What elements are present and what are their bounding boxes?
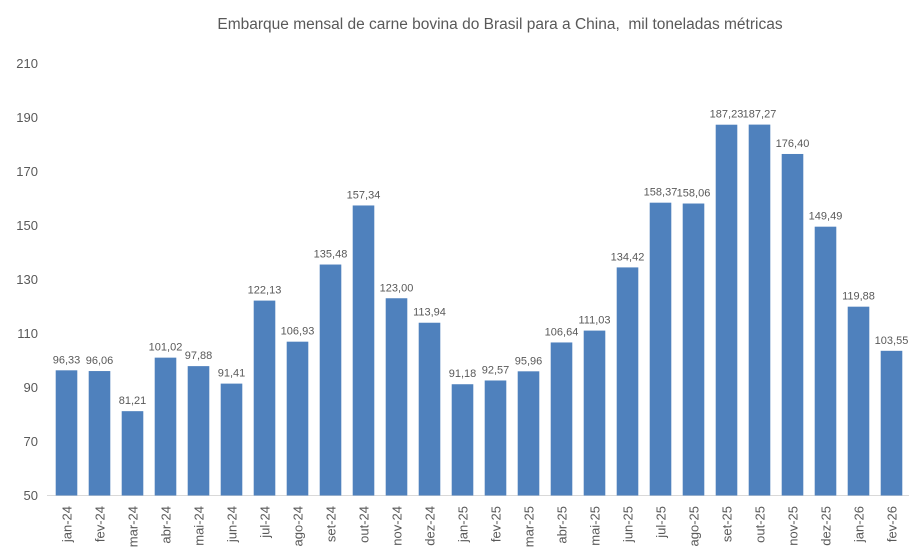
svg-text:dez-25: dez-25 (819, 506, 834, 546)
svg-text:70: 70 (24, 434, 38, 449)
svg-text:158,06: 158,06 (677, 188, 711, 200)
svg-text:158,37: 158,37 (644, 187, 678, 199)
svg-text:81,21: 81,21 (119, 395, 147, 407)
svg-text:130: 130 (16, 272, 38, 287)
svg-text:mai-24: mai-24 (192, 506, 207, 546)
svg-text:jul-25: jul-25 (654, 506, 669, 539)
svg-text:190: 190 (16, 110, 38, 125)
svg-text:out-25: out-25 (753, 506, 768, 543)
svg-text:134,42: 134,42 (611, 251, 645, 263)
svg-text:jan-24: jan-24 (60, 506, 75, 543)
svg-text:jan-25: jan-25 (456, 506, 471, 543)
svg-text:set-25: set-25 (720, 506, 735, 542)
svg-text:Embarque mensal de carne bovin: Embarque mensal de carne bovina do Brasi… (217, 16, 782, 33)
svg-text:210: 210 (16, 56, 38, 71)
svg-text:ago-24: ago-24 (291, 506, 306, 546)
svg-text:nov-25: nov-25 (786, 506, 801, 546)
svg-text:96,06: 96,06 (86, 355, 114, 367)
svg-text:157,34: 157,34 (347, 190, 381, 202)
svg-text:50: 50 (24, 488, 38, 503)
svg-text:97,88: 97,88 (185, 350, 213, 362)
svg-text:fev-25: fev-25 (489, 506, 504, 542)
svg-text:123,00: 123,00 (380, 282, 414, 294)
svg-text:fev-24: fev-24 (93, 506, 108, 542)
svg-text:jun-25: jun-25 (621, 506, 636, 543)
svg-text:110: 110 (17, 326, 38, 341)
svg-text:170: 170 (16, 164, 38, 179)
svg-text:149,49: 149,49 (809, 211, 843, 223)
svg-text:mar-24: mar-24 (126, 506, 141, 547)
svg-text:jun-24: jun-24 (225, 506, 240, 543)
svg-text:jan-26: jan-26 (852, 506, 867, 543)
svg-text:103,55: 103,55 (875, 335, 909, 347)
svg-text:mar-25: mar-25 (522, 506, 537, 547)
svg-text:mai-25: mai-25 (588, 506, 603, 546)
svg-text:106,93: 106,93 (281, 326, 315, 338)
svg-text:122,13: 122,13 (248, 285, 282, 297)
svg-text:150: 150 (16, 218, 38, 233)
svg-text:nov-24: nov-24 (390, 506, 405, 546)
svg-text:119,88: 119,88 (842, 291, 875, 303)
svg-text:96,33: 96,33 (53, 354, 81, 366)
svg-text:113,94: 113,94 (413, 307, 446, 319)
svg-text:set-24: set-24 (324, 506, 339, 542)
svg-text:101,02: 101,02 (149, 342, 183, 354)
svg-text:out-24: out-24 (357, 506, 372, 543)
svg-text:jul-24: jul-24 (258, 506, 273, 539)
svg-text:abr-24: abr-24 (159, 506, 174, 544)
svg-text:95,96: 95,96 (515, 355, 543, 367)
svg-text:ago-25: ago-25 (687, 506, 702, 546)
svg-text:187,23: 187,23 (710, 109, 744, 121)
svg-text:dez-24: dez-24 (423, 506, 438, 546)
svg-text:111,03: 111,03 (578, 315, 610, 327)
svg-text:fev-26: fev-26 (885, 506, 900, 542)
svg-text:135,48: 135,48 (314, 249, 348, 261)
svg-text:187,27: 187,27 (743, 109, 777, 121)
svg-text:176,40: 176,40 (776, 138, 810, 150)
svg-text:abr-25: abr-25 (555, 506, 570, 544)
svg-text:106,64: 106,64 (545, 327, 579, 339)
svg-text:90: 90 (24, 380, 38, 395)
svg-text:91,41: 91,41 (218, 368, 246, 380)
svg-text:92,57: 92,57 (482, 365, 510, 377)
svg-text:91,18: 91,18 (449, 368, 477, 380)
